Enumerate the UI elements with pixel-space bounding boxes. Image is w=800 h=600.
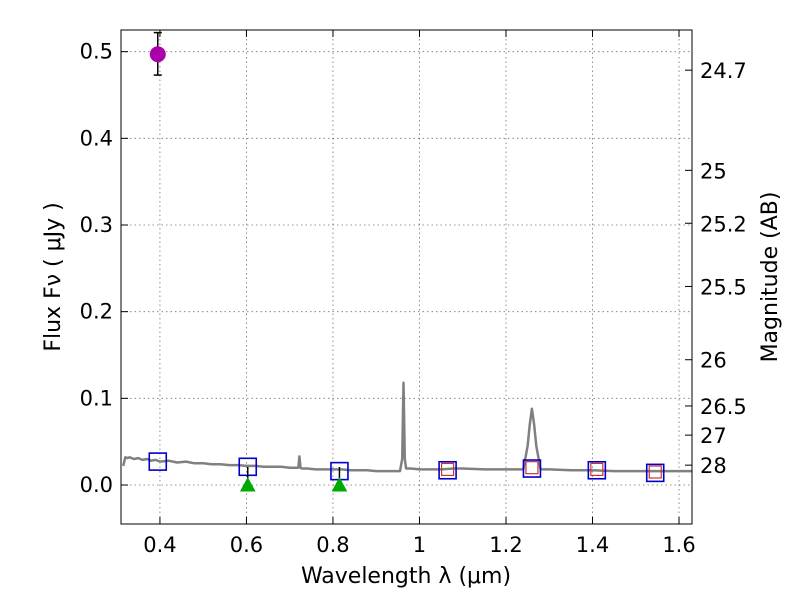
y-axis-label: Flux Fν ( μJy ) bbox=[41, 202, 66, 351]
plot-frame bbox=[120, 29, 693, 525]
magnitude-tick-label: 25.5 bbox=[700, 275, 747, 299]
y-tick-label: 0.1 bbox=[80, 386, 113, 410]
y-tick-label: 0.4 bbox=[80, 126, 113, 150]
magnitude-tick-label: 25.2 bbox=[700, 212, 747, 236]
detection-point bbox=[149, 46, 166, 63]
magnitude-tick-label: 26 bbox=[700, 349, 727, 373]
observed-photometry-square bbox=[648, 465, 662, 479]
x-axis-label: Wavelength λ (μm) bbox=[301, 564, 511, 589]
model-photometry-square bbox=[645, 463, 665, 483]
grid-lines bbox=[121, 30, 692, 524]
x-tick-label: 0.4 bbox=[143, 533, 176, 557]
magnitude-tick-label: 24.7 bbox=[700, 59, 747, 83]
x-tick-label: 1.4 bbox=[576, 533, 609, 557]
x-tick-label: 0.8 bbox=[316, 533, 349, 557]
x-tick-label: 1 bbox=[413, 533, 426, 557]
y-tick-label: 0.5 bbox=[80, 40, 113, 64]
axes: 0.4 0.6 0.8 1 1.2 1.4 1.6 0.0 0.1 0.2 0.3 0.4 0.5 24.… bbox=[80, 30, 747, 557]
plot-series bbox=[121, 31, 692, 492]
spectrum-line bbox=[121, 381, 692, 473]
model-photometry-square bbox=[438, 460, 457, 480]
observed-photometry-square bbox=[525, 461, 539, 475]
magnitude-axis-label: Magnitude (AB) bbox=[758, 192, 783, 363]
observed-photometry-square bbox=[440, 462, 455, 476]
y-tick-label: 0.2 bbox=[80, 300, 113, 324]
model-photometry-square bbox=[148, 452, 168, 471]
x-tick-label: 1.6 bbox=[662, 533, 695, 557]
upper-limit-triangle bbox=[239, 476, 256, 492]
magnitude-tick-label: 28 bbox=[700, 454, 727, 478]
magnitude-tick-label: 25 bbox=[700, 159, 727, 183]
model-photometry-square bbox=[522, 459, 542, 478]
x-tick-label: 1.2 bbox=[489, 533, 522, 557]
magnitude-tick-label: 26.5 bbox=[700, 395, 747, 419]
magnitude-tick-label: 27 bbox=[700, 424, 727, 448]
upper-limit-triangle bbox=[331, 476, 348, 492]
observed-photometry-square bbox=[590, 462, 604, 476]
model-photometry-square bbox=[587, 460, 607, 480]
y-tick-label: 0.3 bbox=[80, 213, 113, 237]
x-tick-label: 0.6 bbox=[230, 533, 263, 557]
y-tick-label: 0.0 bbox=[80, 473, 113, 497]
